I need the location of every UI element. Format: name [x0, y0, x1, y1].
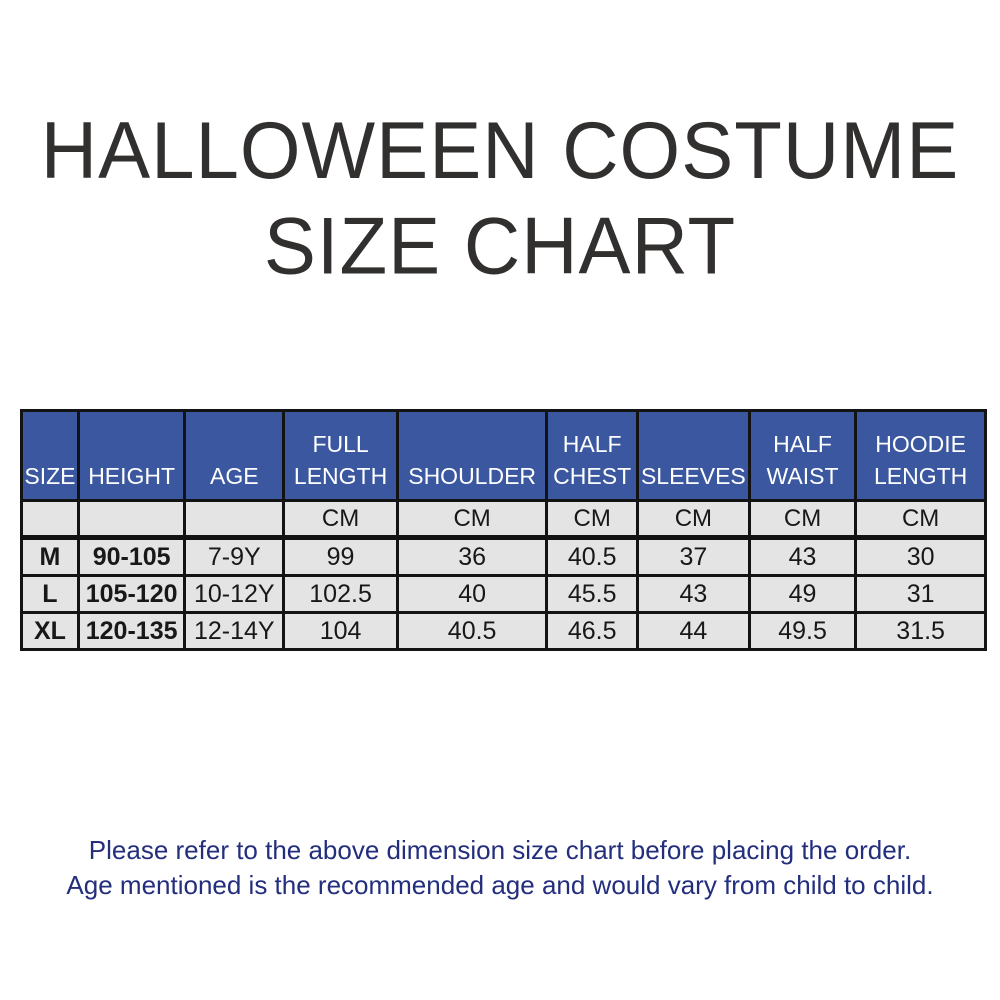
page-title: HALLOWEEN COSTUME SIZE CHART	[0, 102, 1000, 293]
cell-height: 105-120	[76, 574, 187, 614]
page-title-line1: HALLOWEEN COSTUME	[40, 104, 960, 196]
footer-note-line1: Please refer to the above dimension size…	[88, 835, 912, 865]
cell-half-waist: 49	[747, 574, 858, 614]
cell-full-length: 102.5	[282, 574, 399, 614]
cell-half-chest: 46.5	[545, 611, 639, 651]
cell-sleeves: 43	[635, 574, 751, 614]
cell-half-waist: 43	[747, 535, 858, 577]
cell-age: 7-9Y	[183, 535, 286, 577]
size-chart-table: SIZE HEIGHT AGE FULL LENGTH SHOULDER HAL…	[20, 409, 987, 651]
cell-size: XL	[20, 611, 80, 651]
unit-cell: CM	[282, 499, 399, 539]
footer-note: Please refer to the above dimension size…	[0, 833, 1000, 903]
unit-cell	[76, 499, 187, 539]
cell-hoodie-length: 30	[854, 535, 987, 577]
cell-hoodie-length: 31.5	[854, 611, 987, 651]
cell-shoulder: 36	[395, 535, 549, 577]
unit-cell: CM	[854, 499, 987, 539]
table-row-size-m: M 90-105 7-9Y 99 36 40.5 37 43 30	[20, 535, 987, 577]
cell-age: 12-14Y	[183, 611, 286, 651]
unit-cell: CM	[395, 499, 549, 539]
cell-age: 10-12Y	[183, 574, 286, 614]
column-header-age: AGE	[183, 409, 286, 502]
cell-height: 90-105	[76, 535, 187, 577]
table-header-row: SIZE HEIGHT AGE FULL LENGTH SHOULDER HAL…	[20, 409, 987, 502]
unit-cell	[20, 499, 80, 539]
unit-cell: CM	[747, 499, 858, 539]
unit-cell	[183, 499, 286, 539]
column-header-shoulder: SHOULDER	[395, 409, 549, 502]
cell-half-chest: 45.5	[545, 574, 639, 614]
cell-size: L	[20, 574, 80, 614]
cell-height: 120-135	[76, 611, 187, 651]
column-header-half-chest: HALF CHEST	[545, 409, 639, 502]
cell-half-waist: 49.5	[747, 611, 858, 651]
unit-cell: CM	[635, 499, 751, 539]
cell-shoulder: 40.5	[395, 611, 549, 651]
cell-sleeves: 44	[635, 611, 751, 651]
column-header-hoodie-length: HOODIE LENGTH	[854, 409, 987, 502]
table-row-size-l: L 105-120 10-12Y 102.5 40 45.5 43 49 31	[20, 574, 987, 614]
table-row-size-xl: XL 120-135 12-14Y 104 40.5 46.5 44 49.5 …	[20, 611, 987, 651]
column-header-size: SIZE	[20, 409, 80, 502]
footer-note-line2: Age mentioned is the recommended age and…	[66, 870, 934, 900]
cell-full-length: 99	[282, 535, 399, 577]
cell-half-chest: 40.5	[545, 535, 639, 577]
cell-sleeves: 37	[635, 535, 751, 577]
cell-hoodie-length: 31	[854, 574, 987, 614]
column-header-sleeves: SLEEVES	[635, 409, 751, 502]
column-header-height: HEIGHT	[76, 409, 187, 502]
cell-full-length: 104	[282, 611, 399, 651]
cell-size: M	[20, 535, 80, 577]
column-header-full-length: FULL LENGTH	[282, 409, 399, 502]
unit-row: CM CM CM CM CM CM	[20, 499, 987, 539]
column-header-half-waist: HALF WAIST	[747, 409, 858, 502]
page-title-line2: SIZE CHART	[263, 199, 737, 292]
unit-cell: CM	[545, 499, 639, 539]
cell-shoulder: 40	[395, 574, 549, 614]
